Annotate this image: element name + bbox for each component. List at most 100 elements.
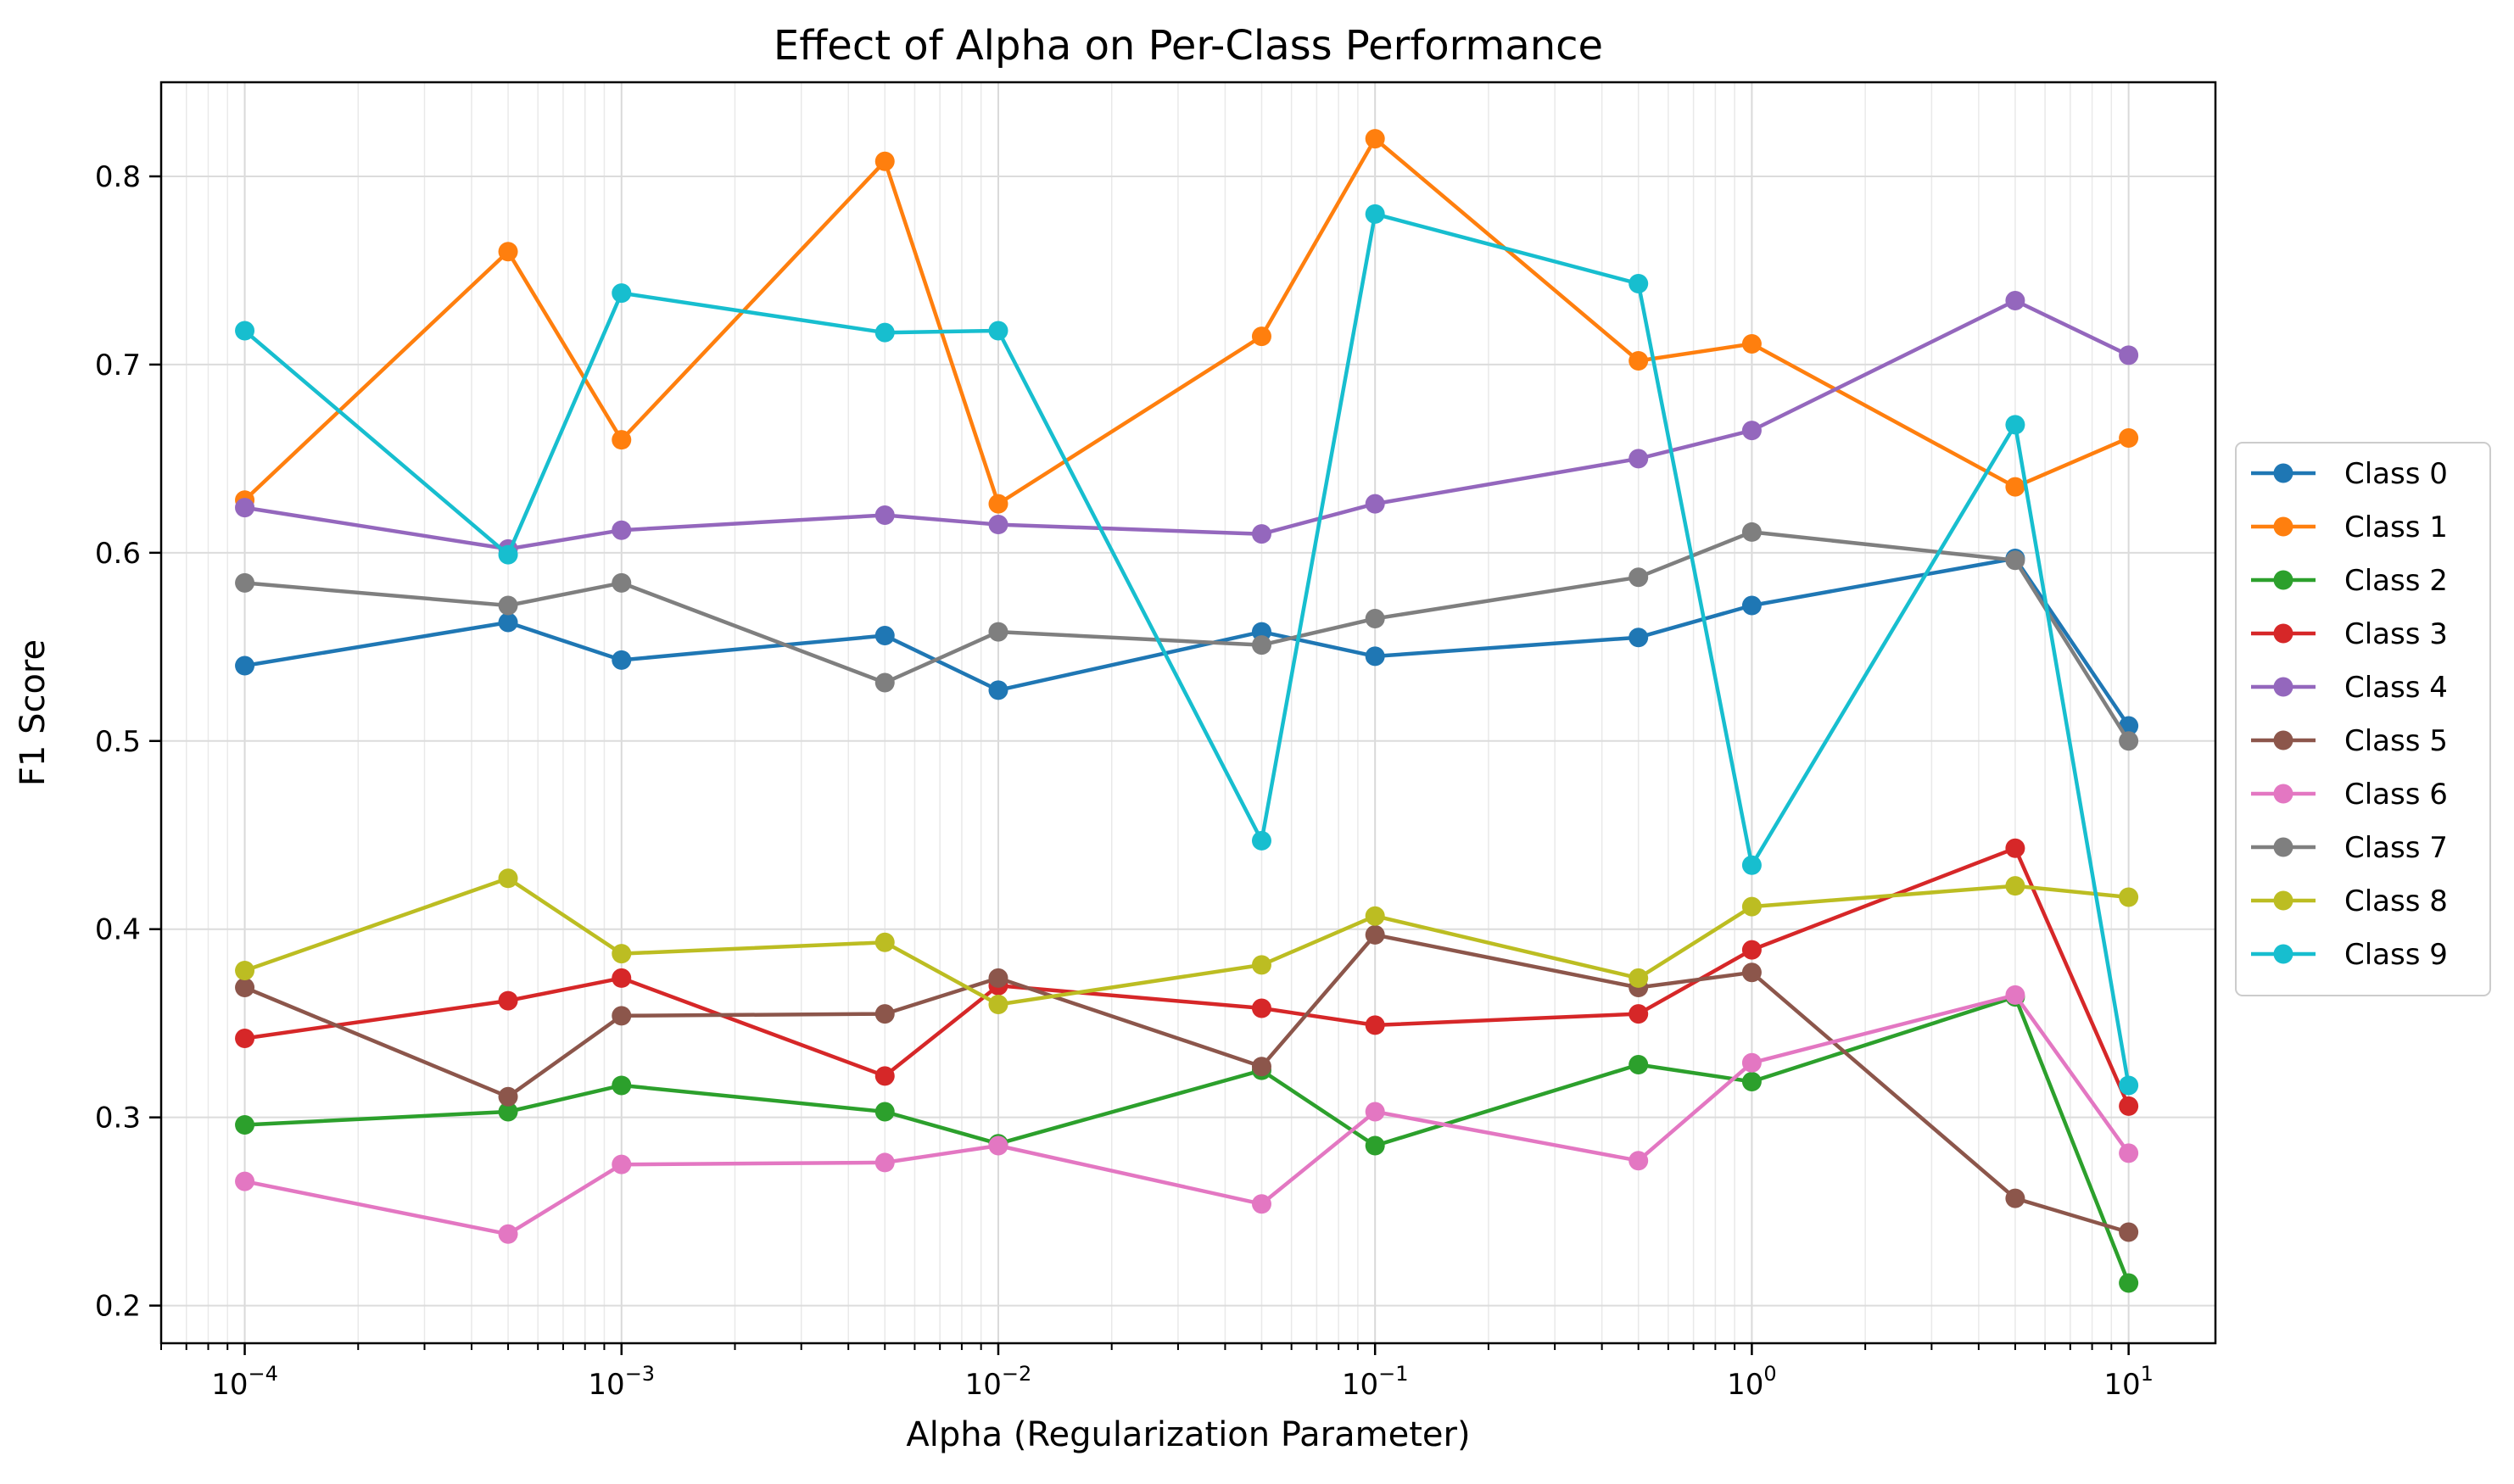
data-point (988, 968, 1008, 988)
data-point (874, 672, 895, 693)
legend-marker (2273, 730, 2293, 750)
y-tick-label: 0.4 (95, 913, 141, 947)
x-tick-label: 10−4 (211, 1362, 278, 1402)
series-class-5 (235, 924, 2139, 1242)
data-point (498, 242, 518, 262)
legend-item: Class 9 (2251, 938, 2448, 972)
data-point (1629, 1151, 1649, 1171)
data-point (1741, 1052, 1762, 1073)
data-point (1741, 855, 1762, 875)
legend-label: Class 3 (2344, 617, 2448, 651)
data-point (874, 1066, 895, 1086)
data-point (1741, 940, 1762, 960)
legend-marker (2273, 463, 2293, 483)
data-point (1365, 646, 1385, 667)
series-lines (235, 129, 2139, 1293)
data-point (498, 595, 518, 616)
data-point (235, 656, 255, 676)
data-point (498, 1102, 518, 1122)
legend-marker (2273, 890, 2293, 911)
data-point (1629, 350, 1649, 371)
data-point (235, 498, 255, 518)
legend-label: Class 1 (2344, 510, 2448, 544)
data-point (1365, 1015, 1385, 1035)
data-point (612, 1075, 632, 1096)
data-point (1741, 595, 1762, 616)
series-class-3 (235, 838, 2139, 1116)
data-point (612, 430, 632, 450)
data-point (1741, 333, 1762, 354)
legend-item: Class 2 (2251, 564, 2448, 598)
legend-item: Class 4 (2251, 671, 2448, 705)
data-point (612, 650, 632, 670)
data-point (1629, 968, 1649, 988)
data-point (1365, 609, 1385, 629)
x-tick-label: 101 (2103, 1362, 2154, 1402)
data-point (874, 626, 895, 646)
data-point (2005, 985, 2025, 1005)
data-point (874, 1004, 895, 1024)
legend-item: Class 7 (2251, 831, 2448, 865)
data-point (612, 283, 632, 304)
legend-label: Class 9 (2344, 938, 2448, 972)
data-point (1629, 1004, 1649, 1024)
data-point (2005, 838, 2025, 858)
legend-label: Class 6 (2344, 778, 2448, 812)
data-point (2119, 1222, 2139, 1242)
data-point (1365, 204, 1385, 224)
data-point (498, 1224, 518, 1244)
legend-item: Class 8 (2251, 884, 2448, 918)
data-point (988, 321, 1008, 341)
data-point (1251, 1194, 1271, 1214)
data-point (874, 932, 895, 952)
legend-item: Class 6 (2251, 778, 2448, 812)
data-point (612, 1154, 632, 1174)
data-point (498, 612, 518, 633)
data-point (612, 944, 632, 964)
legend-label: Class 8 (2344, 884, 2448, 918)
data-point (1741, 1072, 1762, 1092)
plot-frame (159, 81, 2217, 1345)
y-tick-label: 0.2 (95, 1290, 141, 1324)
data-point (988, 680, 1008, 700)
data-point (2005, 876, 2025, 896)
data-point (1365, 1135, 1385, 1156)
data-point (2119, 1273, 2139, 1293)
y-tick-label: 0.3 (95, 1102, 141, 1135)
data-point (1365, 494, 1385, 514)
legend-label: Class 7 (2344, 831, 2448, 865)
data-point (2119, 731, 2139, 751)
data-point (1365, 129, 1385, 149)
data-point (1251, 524, 1271, 544)
legend-label: Class 4 (2344, 671, 2448, 705)
data-point (235, 1115, 255, 1135)
legend-marker (2273, 944, 2293, 964)
y-tick-label: 0.8 (95, 160, 141, 194)
data-point (612, 1006, 632, 1026)
data-point (612, 520, 632, 540)
data-point (2119, 427, 2139, 448)
data-point (612, 572, 632, 593)
series-class-7 (235, 522, 2139, 751)
data-point (2119, 1096, 2139, 1116)
data-point (874, 505, 895, 525)
y-tick-label: 0.6 (95, 537, 141, 571)
x-tick-label: 10−2 (965, 1362, 1032, 1402)
legend-marker (2273, 837, 2293, 857)
x-tick-label: 10−1 (1342, 1362, 1409, 1402)
legend-marker (2273, 623, 2293, 644)
data-point (2119, 345, 2139, 365)
data-point (1629, 273, 1649, 293)
data-point (874, 1102, 895, 1122)
legend: Class 0 Class 1 Class 2 Class 3 Class 4 Class… (2235, 442, 2491, 996)
series-class-8 (235, 868, 2139, 1015)
data-point (988, 494, 1008, 514)
x-tick-label: 100 (1727, 1362, 1777, 1402)
data-point (2119, 887, 2139, 907)
data-point (1251, 830, 1271, 851)
data-point (988, 995, 1008, 1015)
data-point (1365, 1102, 1385, 1122)
data-point (874, 151, 895, 171)
